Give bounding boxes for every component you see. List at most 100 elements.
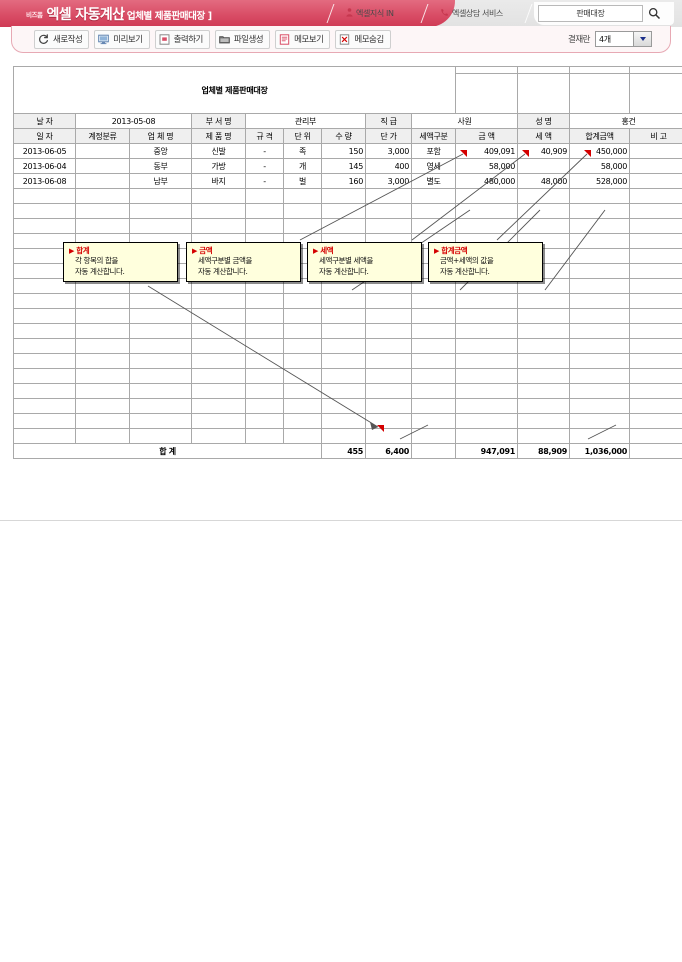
cell-empty[interactable] [629,428,682,444]
cell-empty[interactable] [629,308,682,324]
cell-empty[interactable] [191,218,246,234]
cell-empty[interactable] [455,353,519,369]
cell-empty[interactable] [517,338,571,354]
cell-empty[interactable] [245,398,284,414]
cell-empty[interactable] [410,188,457,204]
cell-date[interactable]: 2013-06-04 [13,158,76,174]
cell-empty[interactable] [455,398,519,414]
cell-empty[interactable] [75,293,130,309]
cell-empty[interactable] [191,188,246,204]
cell-empty[interactable] [410,293,457,309]
cell-empty[interactable] [365,398,412,414]
cell-empty[interactable] [629,413,682,429]
cell-empty[interactable] [629,353,682,369]
show-memo-button[interactable]: 메모보기 [275,29,331,49]
cell-empty[interactable] [629,233,682,249]
cell-empty[interactable] [517,308,571,324]
info-value-department[interactable]: 관리부 [245,113,366,129]
cell-empty[interactable] [365,203,412,219]
cell-empty[interactable] [365,428,412,444]
cell-empty[interactable] [283,383,322,399]
cell-empty[interactable] [321,293,366,309]
cell-empty[interactable] [191,398,246,414]
cell-empty[interactable] [569,233,631,249]
approval-cell-head[interactable] [569,66,631,74]
cell-empty[interactable] [410,218,457,234]
cell-empty[interactable] [517,413,571,429]
approval-cell-head[interactable] [517,66,571,74]
cell-empty[interactable] [410,428,457,444]
tab-excel-knowledge[interactable]: 엑셀지식 IN [336,0,404,27]
cell-empty[interactable] [75,353,130,369]
cell-empty[interactable] [569,413,631,429]
cell-empty[interactable] [245,218,284,234]
cell-empty[interactable] [365,383,412,399]
search-input[interactable]: 판매대장 [538,5,643,22]
cell-empty[interactable] [365,353,412,369]
cell-empty[interactable] [321,338,366,354]
cell-empty[interactable] [283,398,322,414]
cell-account[interactable] [75,173,130,189]
cell-empty[interactable] [629,278,682,294]
cell-empty[interactable] [569,338,631,354]
cell-empty[interactable] [13,383,76,399]
cell-empty[interactable] [365,368,412,384]
cell-empty[interactable] [129,188,192,204]
cell-empty[interactable] [75,308,130,324]
cell-empty[interactable] [569,293,631,309]
approval-cell-body[interactable] [517,73,571,114]
cell-note[interactable] [629,143,682,159]
info-value-name[interactable]: 홍건 [569,113,682,129]
approval-count-select[interactable]: 4개 [595,31,652,47]
cell-empty[interactable] [410,338,457,354]
cell-empty[interactable] [410,353,457,369]
tab-excel-consulting[interactable]: 엑셀상담 서비스 [430,0,513,27]
cell-empty[interactable] [455,308,519,324]
approval-cell-head[interactable] [455,66,519,74]
cell-price[interactable]: 3,000 [365,173,412,189]
cell-empty[interactable] [75,383,130,399]
cell-empty[interactable] [191,203,246,219]
search-button[interactable] [643,5,665,23]
cell-price[interactable]: 3,000 [365,143,412,159]
cell-empty[interactable] [629,188,682,204]
cell-empty[interactable] [245,293,284,309]
cell-empty[interactable] [75,218,130,234]
cell-company[interactable]: 중앙 [129,143,192,159]
cell-empty[interactable] [455,413,519,429]
cell-taxtype[interactable]: 영세 [410,158,457,174]
cell-empty[interactable] [455,383,519,399]
cell-empty[interactable] [455,218,519,234]
cell-empty[interactable] [569,308,631,324]
cell-empty[interactable] [321,188,366,204]
cell-note[interactable] [629,158,682,174]
cell-empty[interactable] [283,323,322,339]
cell-empty[interactable] [129,353,192,369]
cell-empty[interactable] [321,323,366,339]
cell-empty[interactable] [629,203,682,219]
approval-cell-body[interactable] [455,73,519,114]
cell-empty[interactable] [129,398,192,414]
cell-empty[interactable] [629,323,682,339]
cell-empty[interactable] [245,413,284,429]
cell-empty[interactable] [245,188,284,204]
print-button[interactable]: 출력하기 [154,29,210,49]
cell-empty[interactable] [13,218,76,234]
cell-empty[interactable] [283,308,322,324]
cell-empty[interactable] [283,188,322,204]
approval-count-value[interactable]: 4개 [595,31,633,47]
cell-empty[interactable] [283,428,322,444]
cell-company[interactable]: 남부 [129,173,192,189]
cell-empty[interactable] [365,323,412,339]
cell-empty[interactable] [129,308,192,324]
cell-empty[interactable] [410,368,457,384]
cell-empty[interactable] [569,263,631,279]
cell-empty[interactable] [129,338,192,354]
cell-empty[interactable] [13,203,76,219]
cell-account[interactable] [75,143,130,159]
cell-empty[interactable] [629,338,682,354]
cell-qty[interactable]: 160 [321,173,366,189]
cell-empty[interactable] [365,188,412,204]
cell-product[interactable]: 바지 [191,173,246,189]
cell-empty[interactable] [75,428,130,444]
